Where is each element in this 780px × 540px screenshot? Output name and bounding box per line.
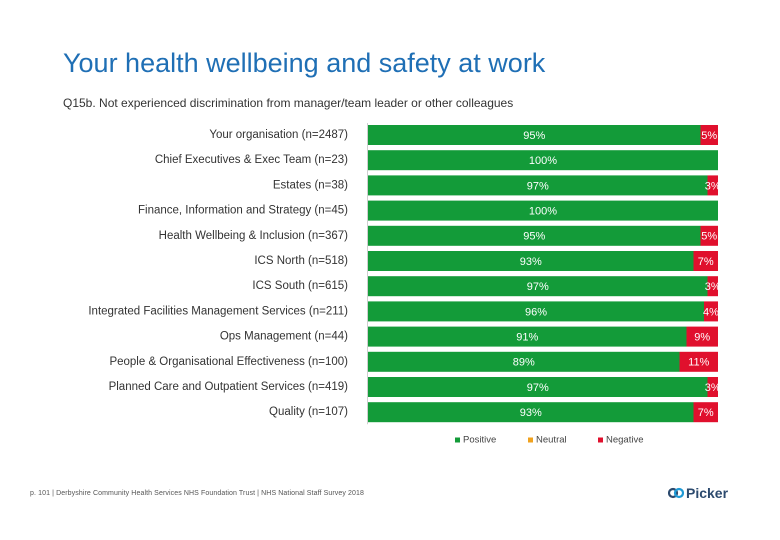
category-label: Chief Executives & Exec Team (n=23) — [155, 154, 348, 166]
legend-swatch-positive — [455, 437, 460, 443]
bar-negative — [704, 301, 718, 322]
data-label-positive: 91% — [516, 332, 538, 344]
category-label: Ops Management (n=44) — [220, 331, 348, 343]
bar-positive — [368, 402, 694, 423]
data-label-negative: 3% — [705, 281, 721, 293]
page-footer: p. 101 | Derbyshire Community Health Ser… — [30, 490, 364, 497]
category-label: Quality (n=107) — [269, 406, 348, 418]
data-label-positive: 93% — [520, 256, 542, 268]
data-label-positive: 95% — [523, 130, 545, 142]
bar-negative — [693, 251, 718, 271]
data-label-positive: 97% — [527, 281, 549, 293]
category-label: ICS South (n=615) — [252, 280, 348, 292]
category-label: Integrated Facilities Management Service… — [88, 305, 348, 317]
data-label-positive: 97% — [527, 180, 549, 192]
data-label-negative: 3% — [705, 382, 721, 394]
bar-negative — [700, 225, 718, 246]
data-label-negative: 3% — [705, 180, 721, 192]
category-label: Finance, Information and Strategy (n=45) — [138, 205, 348, 217]
bar-positive — [368, 301, 704, 322]
data-label-positive: 100% — [529, 206, 557, 218]
bar-positive — [368, 251, 694, 271]
data-label-positive: 95% — [523, 231, 545, 243]
bar-positive — [368, 326, 687, 347]
legend-swatch-neutral — [528, 437, 533, 443]
bar-negative — [686, 326, 718, 347]
picker-logo-icon — [668, 487, 684, 499]
data-label-positive: 96% — [525, 306, 547, 318]
page-title: Your health wellbeing and safety at work — [63, 48, 546, 78]
bar-negative — [693, 402, 718, 423]
data-label-negative: 4% — [703, 306, 719, 318]
question-subtitle: Q15b. Not experienced discrimination fro… — [63, 96, 514, 110]
bar-negative — [707, 175, 718, 196]
picker-logo-text: Picker — [686, 485, 729, 501]
bar-positive — [368, 225, 701, 246]
picker-logo: Picker — [668, 485, 728, 501]
data-label-positive: 89% — [513, 357, 535, 369]
legend-label-positive: Positive — [463, 435, 496, 446]
bar-negative — [700, 125, 718, 145]
category-label: Your organisation (n=2487) — [209, 129, 348, 141]
data-label-negative: 9% — [694, 332, 710, 344]
bar-positive — [368, 175, 708, 196]
data-label-negative: 7% — [698, 256, 714, 268]
category-label: Planned Care and Outpatient Services (n=… — [109, 381, 349, 393]
bar-positive — [368, 377, 708, 397]
bar-positive — [368, 351, 680, 372]
data-label-negative: 5% — [701, 130, 717, 142]
bar-positive — [368, 276, 708, 297]
data-label-positive: 93% — [520, 407, 542, 419]
bar-negative — [707, 377, 718, 397]
bar-positive — [368, 200, 718, 221]
data-label-negative: 11% — [688, 357, 709, 369]
legend-swatch-negative — [598, 437, 603, 443]
data-label-positive: 100% — [529, 155, 557, 167]
legend-label-negative: Negative — [606, 435, 644, 446]
category-label: ICS North (n=518) — [254, 255, 348, 267]
category-label: Estates (n=38) — [273, 179, 348, 191]
data-label-negative: 5% — [701, 231, 717, 243]
bar-negative — [707, 276, 718, 297]
legend-label-neutral: Neutral — [536, 435, 567, 446]
category-label: Health Wellbeing & Inclusion (n=367) — [159, 230, 348, 242]
data-label-positive: 97% — [527, 382, 549, 394]
bar-positive — [368, 150, 718, 171]
bar-positive — [368, 125, 701, 145]
data-label-negative: 7% — [698, 407, 714, 419]
category-label: People & Organisational Effectiveness (n… — [109, 356, 348, 368]
bar-negative — [679, 351, 718, 372]
